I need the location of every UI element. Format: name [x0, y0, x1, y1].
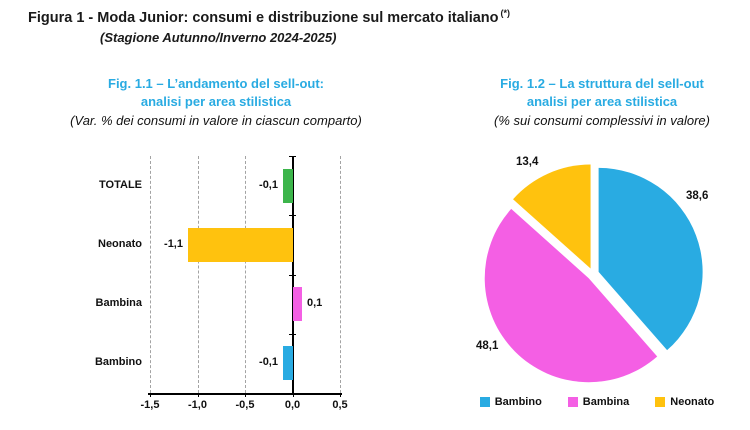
- x-tick-label: -1,0: [188, 399, 207, 411]
- legend-item-bambina: Bambina: [567, 396, 630, 408]
- figure-title: Figura 1 - Moda Junior: consumi e distri…: [28, 8, 510, 26]
- x-tick-label: 0,5: [332, 399, 348, 411]
- pie-legend: Bambino Bambina Neonato: [447, 396, 747, 408]
- bar-totale: [283, 168, 293, 203]
- bar-bambino: [283, 346, 293, 381]
- pie-slice-bambino: [598, 167, 703, 351]
- gridline: [245, 156, 246, 393]
- x-axis-tick: [197, 393, 199, 397]
- pie-slice-value-bambino: 38,6: [686, 190, 709, 202]
- bar-chart-subheading: (Var. % dei consumi in valore in ciascun…: [70, 113, 362, 128]
- bar-chart-heading-line1: Fig. 1.1 – L’andamento del sell-out:: [108, 76, 324, 91]
- pie-slice-neonato: [513, 164, 591, 269]
- x-axis-tick: [245, 393, 246, 397]
- pie-chart-subheading: (% sui consumi complessivi in valore): [493, 113, 710, 128]
- x-axis-tick: [340, 393, 341, 397]
- category-label-neonato: Neonato: [98, 237, 142, 250]
- value-label-neonato: -1,1: [164, 237, 183, 250]
- figure-title-text: Figura 1 - Moda Junior: consumi e distri…: [28, 9, 499, 26]
- bar-neonato: [188, 227, 293, 262]
- x-axis-tick: [292, 393, 294, 397]
- x-tick-label: 0,0: [284, 399, 301, 411]
- title-footnote-marker: (*): [500, 8, 511, 18]
- zero-axis-tick: [289, 333, 296, 335]
- gridline: [197, 156, 199, 393]
- pie-chart: [484, 164, 703, 383]
- legend-swatch-bambino: [479, 397, 490, 407]
- legend-label-neonato: Neonato: [670, 396, 715, 408]
- pie-chart-heading-line1: Fig. 1.2 – La struttura del sell-out: [500, 76, 704, 91]
- zero-axis-tick: [289, 274, 296, 276]
- x-axis-tick: [150, 393, 151, 397]
- bar-chart-heading-line2: analisi per area stilistica: [140, 94, 292, 109]
- legend-item-bambino: Bambino: [479, 396, 542, 408]
- category-label-totale: TOTALE: [99, 178, 142, 191]
- zero-axis-tick: [289, 215, 296, 217]
- pie-slice-bambina: [484, 208, 658, 383]
- category-label-bambina: Bambina: [95, 297, 142, 310]
- pie-slice-value-neonato: 13,4: [516, 156, 539, 168]
- zero-axis-tick: [289, 156, 296, 157]
- x-tick-label: -0,5: [235, 399, 255, 411]
- legend-label-bambino: Bambino: [494, 396, 542, 408]
- x-tick-label: -1,5: [140, 399, 160, 411]
- value-label-bambino: -0,1: [259, 356, 278, 369]
- figure-subtitle: (Stagione Autunno/Inverno 2024-2025): [100, 30, 337, 45]
- pie-chart-heading-line2: analisi per area stilistica: [526, 94, 678, 109]
- category-label-bambino: Bambino: [94, 356, 142, 369]
- pie-slice-value-bambina: 48,1: [476, 340, 499, 352]
- legend-label-bambina: Bambina: [582, 396, 630, 408]
- legend-item-neonato: Neonato: [655, 396, 714, 408]
- legend-swatch-bambina: [567, 397, 578, 407]
- gridline: [150, 156, 151, 393]
- bar-bambina: [292, 287, 302, 322]
- value-label-bambina: 0,1: [307, 297, 323, 310]
- gridline: [340, 156, 341, 393]
- value-label-totale: -0,1: [259, 178, 278, 191]
- legend-swatch-neonato: [655, 397, 666, 407]
- x-axis-line: [148, 393, 342, 395]
